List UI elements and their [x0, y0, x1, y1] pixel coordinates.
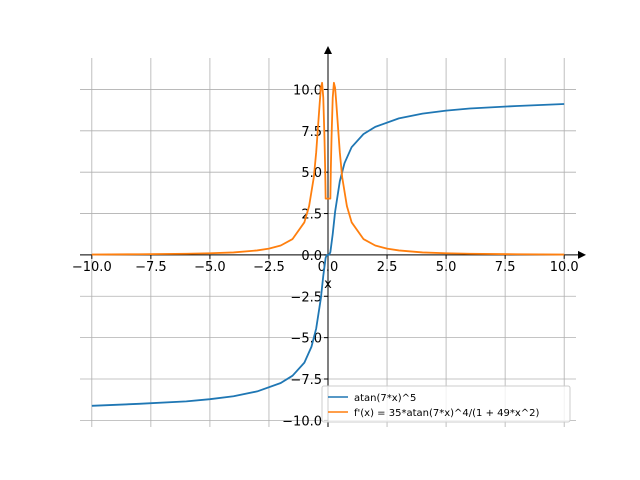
x-tick-label: −7.5 — [135, 260, 167, 275]
x-tick-label: 2.5 — [377, 260, 398, 275]
y-tick-label: 5.0 — [301, 166, 322, 181]
x-tick-label: 10.0 — [550, 260, 579, 275]
y-tick-label: 2.5 — [301, 208, 322, 223]
legend: atan(7*x)^5 f'(x) = 35*atan(7*x)^4/(1 + … — [321, 385, 571, 423]
y-tick-label: 10.0 — [293, 83, 322, 98]
legend-box — [321, 385, 571, 423]
x-tick-label: 5.0 — [436, 260, 457, 275]
y-tick-label: −5.0 — [290, 332, 322, 347]
legend-label-series-1: atan(7*x)^5 — [354, 393, 416, 404]
x-tick-label: 7.5 — [495, 260, 516, 275]
x-tick-label: −5.0 — [194, 260, 226, 275]
x-axis-arrow-icon — [578, 250, 586, 259]
y-axis-arrow-icon — [324, 46, 332, 54]
x-axis-label: x — [324, 277, 332, 292]
x-tick-label: −2.5 — [253, 260, 285, 275]
series-lines — [91, 81, 565, 407]
y-tick-label: 0.0 — [301, 249, 322, 264]
series-line-1 — [91, 103, 565, 407]
x-tick-label: 0.0 — [318, 260, 339, 275]
y-tick-label: −10.0 — [282, 414, 322, 429]
y-tick-label: −2.5 — [290, 290, 322, 305]
legend-label-series-2: f'(x) = 35*atan(7*x)^4/(1 + 49*x^2) — [354, 408, 540, 419]
y-tick-label: 7.5 — [301, 125, 322, 140]
x-tick-label: −10.0 — [72, 260, 112, 275]
y-tick-label: −7.5 — [290, 373, 322, 388]
series-line-2 — [91, 81, 565, 256]
